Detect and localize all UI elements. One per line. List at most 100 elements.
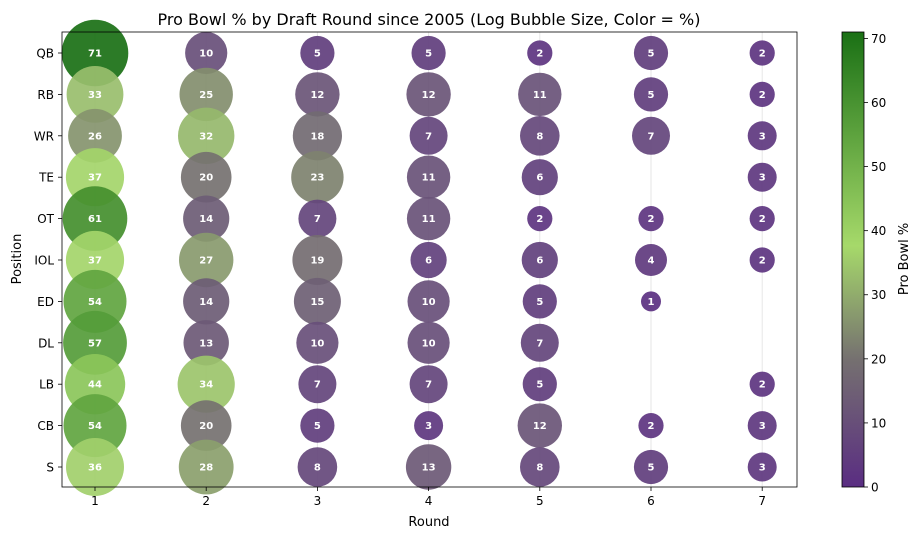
bubble-dl-round-3 xyxy=(296,321,339,364)
x-tick-label: 7 xyxy=(758,494,766,508)
bubble-iol-round-5 xyxy=(521,241,558,279)
bubble-cb-round-4 xyxy=(414,411,444,441)
bubble-cb-round-3 xyxy=(300,408,335,443)
bubble-value-label: 26 xyxy=(88,131,102,142)
bubble-value-label: 5 xyxy=(314,421,321,432)
colorbar-tick-label: 10 xyxy=(871,416,886,430)
bubble-value-label: 12 xyxy=(310,90,324,101)
bubble-value-label: 36 xyxy=(88,463,102,474)
bubble-value-label: 2 xyxy=(536,214,543,225)
x-tick-label: 1 xyxy=(91,494,99,508)
bubble-value-label: 11 xyxy=(422,214,436,225)
bubble-value-label: 12 xyxy=(533,421,547,432)
bubble-ot-round-6 xyxy=(638,206,664,232)
bubble-ed-round-4 xyxy=(407,280,450,323)
bubble-value-label: 20 xyxy=(199,173,213,184)
bubble-qb-round-1 xyxy=(61,19,129,87)
bubble-value-label: 37 xyxy=(88,173,102,184)
bubble-value-label: 34 xyxy=(199,380,213,391)
bubble-s-round-3 xyxy=(297,447,338,487)
colorbar-tick-label: 0 xyxy=(871,481,879,495)
bubble-qb-round-6 xyxy=(633,35,669,71)
bubble-value-label: 7 xyxy=(648,131,655,142)
bubble-iol-round-6 xyxy=(635,244,667,276)
bubble-iol-round-4 xyxy=(410,241,447,279)
bubble-value-label: 6 xyxy=(536,173,543,184)
bubble-value-label: 3 xyxy=(759,421,766,432)
x-axis-label: Round xyxy=(408,515,449,530)
bubble-wr-round-7 xyxy=(747,121,777,151)
y-tick-label: DL xyxy=(38,336,54,350)
bubble-cb-round-6 xyxy=(638,413,664,439)
colorbar-tick-label: 40 xyxy=(871,224,886,238)
bubble-value-label: 25 xyxy=(199,90,213,101)
bubble-value-label: 2 xyxy=(759,49,766,60)
bubble-ot-round-5 xyxy=(527,206,553,232)
y-axis-ticks: QB RB WR TE OT IOL ED DL LB CB S xyxy=(34,47,62,475)
bubble-value-label: 54 xyxy=(88,297,102,308)
bubble-value-label: 12 xyxy=(422,90,436,101)
bubble-rb-round-6 xyxy=(633,77,669,112)
bubble-ed-round-5 xyxy=(522,284,557,319)
bubble-value-label: 10 xyxy=(310,338,324,349)
bubble-rb-round-5 xyxy=(518,72,562,117)
bubble-value-label: 61 xyxy=(88,214,102,225)
bubble-wr-round-5 xyxy=(520,116,560,156)
bubble-value-label: 11 xyxy=(422,173,436,184)
bubble-rb-round-2 xyxy=(179,67,233,122)
bubble-value-label: 5 xyxy=(536,380,543,391)
bubble-iol-round-7 xyxy=(749,247,775,273)
bubble-value-label: 10 xyxy=(422,338,436,349)
bubble-qb-round-4 xyxy=(411,35,446,71)
bubble-value-label: 8 xyxy=(536,463,543,474)
bubble-value-label: 14 xyxy=(199,297,213,308)
bubble-qb-round-5 xyxy=(527,40,553,66)
bubble-cb-round-7 xyxy=(747,411,777,441)
bubble-value-label: 44 xyxy=(88,380,102,391)
colorbar-ticks: 0 10 20 30 40 50 60 70 xyxy=(864,32,886,495)
bubble-ed-round-3 xyxy=(293,277,341,325)
bubble-value-label: 28 xyxy=(199,463,213,474)
bubble-lb-round-3 xyxy=(298,365,337,404)
bubble-value-label: 2 xyxy=(536,49,543,60)
bubble-rb-round-3 xyxy=(295,72,340,117)
bubble-te-round-2 xyxy=(180,151,232,203)
x-axis-ticks: 1 2 3 4 5 6 7 xyxy=(91,487,766,508)
plot-area-frame xyxy=(61,31,798,488)
bubble-cb-round-2 xyxy=(180,400,232,451)
bubble-rb-round-4 xyxy=(406,72,451,117)
y-tick-label: S xyxy=(46,461,54,475)
bubble-value-label: 18 xyxy=(310,131,324,142)
bubble-rb-round-7 xyxy=(749,81,775,107)
bubble-ot-round-3 xyxy=(298,199,337,238)
bubble-value-label: 1 xyxy=(648,297,655,308)
bubble-value-label: 2 xyxy=(759,380,766,391)
bubble-value-label: 5 xyxy=(648,90,655,101)
bubble-ed-round-2 xyxy=(183,278,230,325)
y-tick-label: OT xyxy=(37,212,54,226)
bubble-ed-round-6 xyxy=(641,291,661,312)
bubble-rb-round-1 xyxy=(66,66,124,123)
bubble-value-label: 6 xyxy=(536,256,543,267)
y-tick-label: IOL xyxy=(34,254,54,268)
bubble-s-round-2 xyxy=(178,439,234,495)
bubble-value-label: 2 xyxy=(759,90,766,101)
bubble-dl-round-5 xyxy=(520,323,559,362)
x-tick-label: 6 xyxy=(647,494,655,508)
colorbar-tick-label: 50 xyxy=(871,160,886,174)
bubble-cb-round-1 xyxy=(63,394,127,458)
y-tick-label: RB xyxy=(37,88,54,102)
bubble-te-round-4 xyxy=(406,155,451,199)
bubble-value-label: 14 xyxy=(199,214,213,225)
y-axis-label: Position xyxy=(10,234,25,285)
colorbar-tick-label: 30 xyxy=(871,288,886,302)
bubble-value-label: 15 xyxy=(310,297,324,308)
bubble-value-label: 10 xyxy=(199,49,213,60)
bubble-value-label: 7 xyxy=(425,131,432,142)
bubble-value-label: 3 xyxy=(759,463,766,474)
y-tick-label: LB xyxy=(39,378,54,392)
bubble-te-round-3 xyxy=(291,151,344,204)
bubble-cb-round-5 xyxy=(517,403,562,448)
bubble-ot-round-1 xyxy=(62,186,128,251)
